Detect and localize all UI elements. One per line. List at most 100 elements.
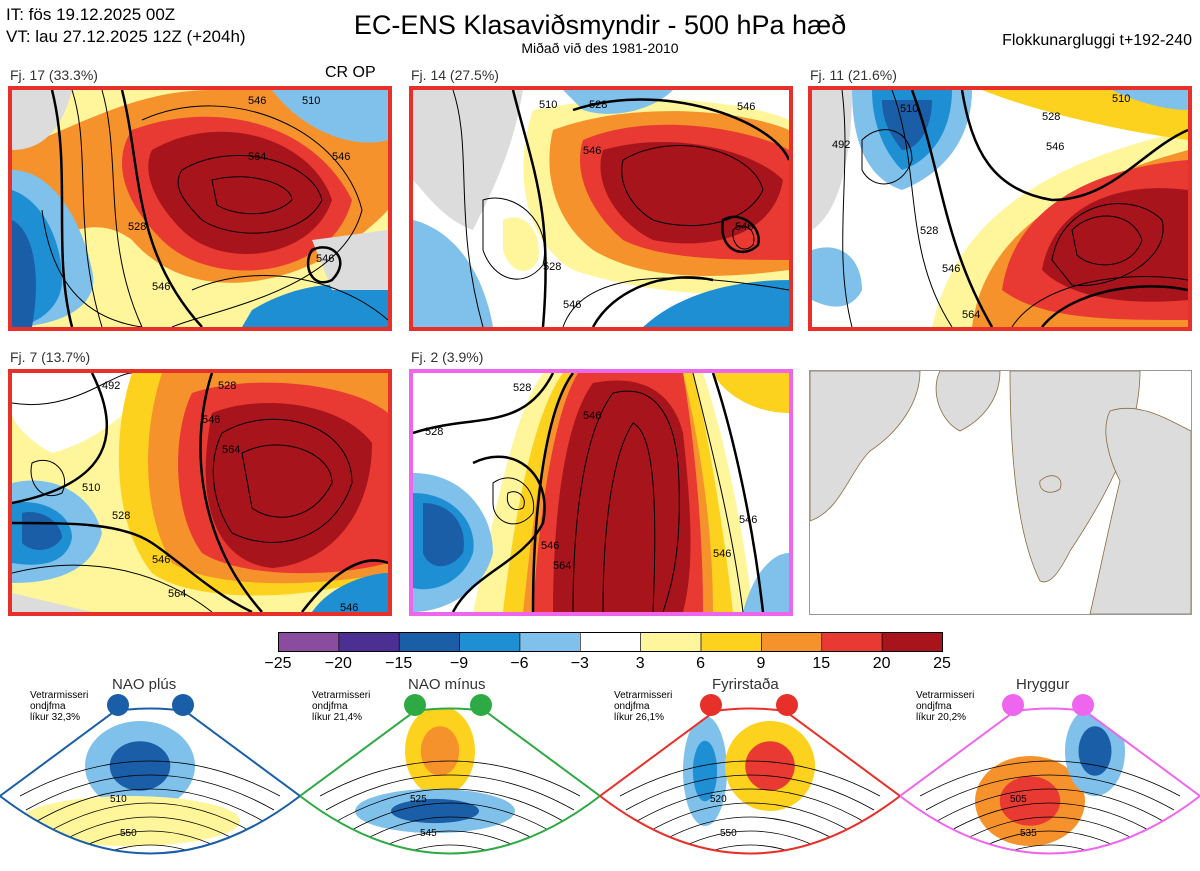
contour-line (655, 844, 845, 854)
regime-panel: 505535560 Vetrarmisseri ondjfma líkur 20… (900, 676, 1200, 871)
regime-panel: 510 550 Vetrarmisseri ondjfma líkur 32,3%… (0, 676, 300, 871)
contour-label: 545 (420, 828, 437, 839)
regime-marker-dot (172, 694, 194, 716)
contour-label: 528 (112, 510, 130, 522)
cluster-label-4: Fj. 7 (13.7%) (10, 349, 91, 365)
regime-marker-dot (404, 694, 426, 716)
regime-panel: 520550560 Vetrarmisseri ondjfma líkur 26… (600, 676, 900, 871)
contour-label: 520 (710, 794, 727, 805)
contour-line (925, 774, 1175, 811)
regime-outline (900, 707, 1200, 855)
colorbar-swatch (338, 632, 400, 652)
colorbar-tick-label: −15 (385, 655, 413, 672)
contour-label: 546 (152, 554, 170, 566)
regime-note: Vetrarmisseri ondjfma líkur 21,4% (312, 690, 370, 723)
contour-label: 510 (900, 103, 918, 115)
contour-label: 546 (739, 514, 757, 526)
contour-line (937, 802, 1163, 839)
colorbar-swatch (278, 632, 340, 652)
regime-title: Hryggur (1016, 676, 1070, 693)
contour-line (337, 802, 563, 839)
header-times: IT: fös 19.12.2025 00Z VT: lau 27.12.202… (6, 4, 246, 48)
contour-label: 546 (340, 602, 358, 612)
contour-label: 528 (1042, 111, 1060, 123)
colorbar-tick-label: 6 (696, 655, 705, 672)
contour-line (19, 760, 281, 797)
contour-line (319, 760, 581, 797)
cluster-label-5: Fj. 2 (3.9%) (411, 349, 484, 365)
regime-marker-dot (1072, 694, 1094, 716)
contour-line (631, 788, 869, 825)
contour-line (25, 774, 275, 811)
regime-marker-dot (107, 694, 129, 716)
regime-marker-dot (470, 694, 492, 716)
contour-label: 528 (589, 99, 607, 111)
contour-label: 546 (541, 540, 559, 552)
contour-line (619, 760, 881, 797)
regime-note-line: líkur 26,1% (614, 712, 665, 723)
regime-map: 520550560 (600, 707, 900, 855)
colorbar-tick-label: −20 (324, 655, 352, 672)
contour-label: 546 (583, 410, 601, 422)
regime-note: Vetrarmisseri ondjfma líkur 32,3% (30, 690, 88, 723)
contour-line (325, 774, 575, 811)
contour-label: 528 (513, 382, 531, 394)
regime-note-line: ondjfma (916, 701, 952, 712)
regime-marker-dot (1002, 694, 1024, 716)
contour-label: 528 (425, 426, 443, 438)
anomaly-core (391, 798, 479, 824)
cluster-label-2: Fj. 14 (27.5%) (411, 67, 499, 83)
contour-label: 528 (128, 221, 146, 233)
anomaly-core (420, 726, 460, 776)
contour-label: 528 (920, 225, 938, 237)
contour-label: 528 (543, 261, 561, 273)
regime-note: Vetrarmisseri ondjfma líkur 26,1% (614, 690, 672, 723)
anomaly-core (109, 741, 171, 791)
contour-label: 528 (218, 380, 236, 392)
colorbar-swatch (580, 632, 641, 652)
regime-note-line: líkur 32,3% (30, 712, 81, 723)
regime-outline (600, 707, 900, 855)
colorbar-tick-label: −9 (449, 655, 469, 672)
contour-label: 564 (168, 588, 186, 600)
contour-label: 546 (942, 263, 960, 275)
contour-label: 546 (248, 95, 266, 107)
contour-label: 550 (720, 828, 737, 839)
regime-marker-dot (700, 694, 722, 716)
contour-label: 510 (110, 794, 127, 805)
colorbar-tick-label: 25 (933, 655, 951, 672)
contour-label: 510 (82, 482, 100, 494)
contour-label: 492 (102, 380, 120, 392)
contour-line (362, 859, 538, 871)
contour-line (919, 760, 1181, 797)
regime-map: 510 550 (0, 707, 300, 855)
colorbar-swatch (640, 632, 702, 652)
regime-note-line: líkur 20,2% (916, 712, 967, 723)
contour-label: 546 (735, 221, 753, 233)
contour-line (955, 844, 1145, 854)
contour-label: 546 (316, 253, 334, 265)
colorbar-swatch (821, 632, 883, 652)
regime-note-line: Vetrarmisseri (312, 690, 371, 701)
contour-line (37, 802, 263, 839)
regime-note-line: ondjfma (312, 701, 348, 712)
anomaly-core (745, 741, 795, 791)
regime-note-line: Vetrarmisseri (614, 690, 673, 701)
contour-label: 510 (1112, 93, 1130, 105)
colorbar (278, 632, 943, 652)
colorbar-swatch (761, 632, 823, 652)
contour-label: 505 (1010, 794, 1027, 805)
regime-note-line: Vetrarmisseri (30, 690, 89, 701)
regime-note: Vetrarmisseri ondjfma líkur 20,2% (916, 690, 974, 723)
regime-title: NAO mínus (408, 676, 486, 693)
contour-label: 546 (202, 414, 220, 426)
colorbar-tick-label: 20 (872, 655, 891, 672)
contour-line (355, 844, 545, 854)
colorbar-tick-label: −3 (570, 655, 589, 672)
contour-label: 535 (1020, 828, 1037, 839)
contour-line (931, 788, 1169, 825)
contour-label: 546 (583, 145, 601, 157)
contour-label: 546 (737, 101, 755, 113)
regime-title: Fyrirstaða (712, 676, 779, 693)
contour-line (962, 859, 1138, 871)
